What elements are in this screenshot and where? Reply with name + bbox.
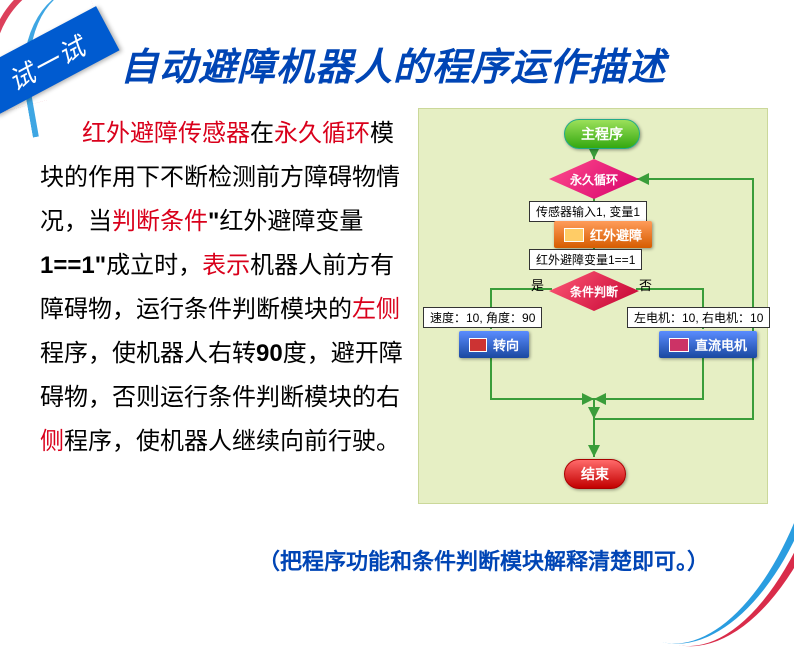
- ir-sensor-icon: [564, 228, 584, 242]
- node-turn: 转向: [459, 331, 529, 358]
- node-ir-var-label: 红外避障变量1==1: [529, 249, 642, 270]
- p-seg1: 红外避障传感器: [82, 120, 250, 147]
- branch-no-label: 否: [639, 275, 652, 294]
- flowchart-panel: 主程序 永久循环 传感器输入1, 变量1 红外避障 红外避障变量1==1 条件判…: [418, 108, 768, 504]
- p-seg5: 判断条件: [112, 208, 208, 235]
- node-sensor-input-label: 传感器输入1, 变量1: [529, 201, 647, 222]
- p-seg10: 程序，使机器人右转90度，避开障碍物，否则运行条件判断模块的右: [40, 340, 403, 411]
- branch-yes-label: 是: [531, 275, 544, 294]
- motor-icon: [669, 338, 689, 352]
- p-seg2: 在: [250, 120, 274, 147]
- p-seg12: 程序，使机器人继续向前行驶。: [64, 428, 400, 455]
- node-ir-block: 红外避障: [554, 221, 652, 248]
- node-start: 主程序: [564, 119, 640, 149]
- description-paragraph: 红外避障传感器在永久循环模块的作用下不断检测前方障碍物情况，当判断条件"红外避障…: [40, 112, 410, 464]
- p-seg7: 表示: [202, 252, 250, 279]
- node-motor: 直流电机: [659, 331, 757, 358]
- node-left-param-label: 速度：10, 角度：90: [423, 307, 542, 328]
- turn-icon: [469, 338, 487, 352]
- p-seg11: 侧: [40, 428, 64, 455]
- node-right-param-label: 左电机：10, 右电机：10: [627, 307, 770, 328]
- p-seg3: 永久循环: [274, 120, 370, 147]
- footnote: （把程序功能和条件判断模块解释清楚即可。）: [258, 544, 709, 576]
- page-title: 自动避障机器人的程序运作描述: [120, 36, 666, 91]
- node-end: 结束: [564, 459, 626, 489]
- p-seg9: 左侧: [352, 296, 400, 323]
